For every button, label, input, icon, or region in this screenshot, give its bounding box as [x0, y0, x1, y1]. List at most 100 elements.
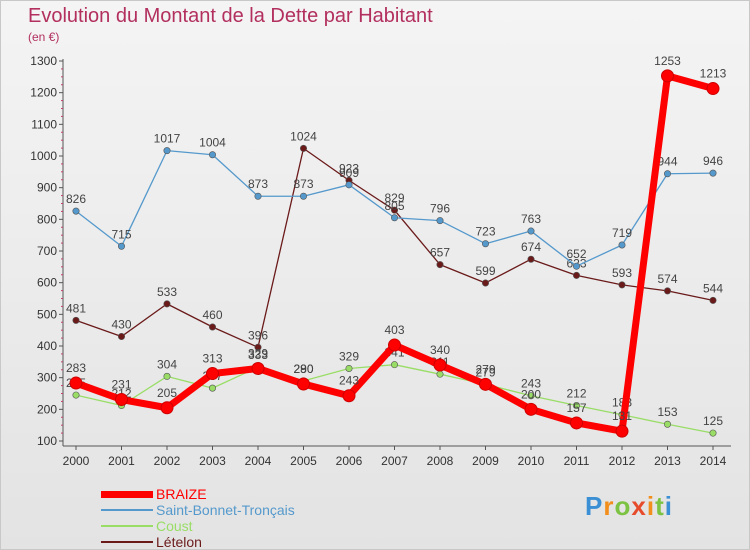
data-label-saint-bonnet-troncais: 873	[293, 177, 313, 191]
data-point-coust	[209, 384, 217, 392]
legend-label: BRAIZE	[156, 486, 207, 502]
data-label-braize: 205	[157, 386, 177, 400]
data-point-letelon	[709, 296, 717, 304]
logo-letter: x	[631, 491, 647, 521]
data-label-braize: 1253	[654, 54, 681, 68]
data-point-saint-bonnet-troncais	[345, 181, 353, 189]
data-point-coust	[72, 391, 80, 399]
data-point-coust	[663, 420, 671, 428]
data-point-saint-bonnet-troncais	[390, 214, 398, 222]
logo-letter: o	[614, 491, 632, 521]
data-point-braize	[479, 377, 492, 391]
data-point-coust	[436, 370, 444, 378]
y-tick-label: 900	[37, 181, 57, 195]
data-label-letelon: 657	[430, 246, 450, 260]
y-tick-label: 800	[37, 212, 57, 226]
data-label-coust: 279	[475, 365, 495, 379]
data-point-braize	[388, 338, 401, 352]
data-label-braize: 157	[566, 401, 586, 415]
logo-letter: i	[664, 491, 673, 521]
data-point-braize	[297, 377, 310, 391]
chart-title: Evolution du Montant de la Dette par Hab…	[28, 5, 433, 27]
data-label-braize: 200	[521, 387, 541, 401]
data-point-braize	[251, 361, 265, 375]
data-label-saint-bonnet-troncais: 719	[612, 226, 632, 240]
data-point-saint-bonnet-troncais	[209, 151, 217, 159]
data-label-letelon: 430	[111, 318, 131, 332]
data-label-saint-bonnet-troncais: 763	[521, 212, 541, 226]
data-label-letelon: 599	[475, 264, 495, 278]
data-point-letelon	[254, 343, 262, 351]
data-label-saint-bonnet-troncais: 946	[703, 154, 723, 168]
data-point-letelon	[118, 332, 126, 340]
data-point-letelon	[72, 316, 80, 324]
data-label-saint-bonnet-troncais: 1017	[154, 132, 181, 146]
data-point-letelon	[209, 323, 217, 331]
data-point-braize	[115, 393, 128, 407]
data-point-saint-bonnet-troncais	[663, 170, 671, 178]
legend-swatch	[101, 490, 153, 498]
x-tick-label: 2005	[290, 454, 317, 468]
data-label-letelon: 1024	[290, 129, 317, 143]
y-tick-label: 1100	[31, 117, 57, 131]
data-point-coust	[572, 402, 580, 410]
data-point-saint-bonnet-troncais	[72, 207, 80, 215]
x-tick-label: 2009	[472, 454, 499, 468]
x-tick-label: 2010	[518, 454, 545, 468]
data-point-braize	[615, 424, 629, 438]
legend-swatch	[101, 541, 153, 543]
legend-label: Lételon	[156, 534, 202, 550]
data-label-letelon: 396	[248, 328, 268, 342]
data-point-saint-bonnet-troncais	[254, 192, 262, 200]
logo-letter: t	[655, 491, 665, 521]
legend-label: Saint-Bonnet-Tronçais	[156, 502, 295, 518]
data-point-saint-bonnet-troncais	[709, 169, 717, 177]
data-label-coust: 290	[293, 362, 313, 376]
data-point-letelon	[572, 271, 580, 279]
data-label-saint-bonnet-troncais: 944	[657, 155, 677, 169]
data-label-coust: 243	[521, 377, 541, 391]
data-point-braize	[570, 416, 583, 430]
legend-swatch	[101, 509, 153, 511]
data-point-letelon	[299, 144, 307, 152]
data-point-coust	[527, 392, 535, 400]
x-tick-label: 2006	[336, 454, 363, 468]
data-point-letelon	[436, 261, 444, 269]
x-tick-label: 2012	[609, 454, 636, 468]
data-label-letelon: 481	[66, 301, 86, 315]
data-label-saint-bonnet-troncais: 652	[566, 247, 586, 261]
data-point-braize	[524, 402, 538, 416]
logo-letter: P	[585, 491, 604, 521]
proxiti-logo: Proxiti	[585, 491, 673, 522]
data-label-saint-bonnet-troncais: 873	[248, 177, 268, 191]
data-point-braize	[433, 358, 447, 372]
data-point-braize	[342, 389, 356, 403]
data-label-braize: 283	[66, 361, 86, 375]
data-label-braize: 231	[111, 378, 131, 392]
logo-letter: i	[646, 491, 656, 521]
data-label-coust: 125	[703, 414, 723, 428]
data-label-coust: 304	[157, 357, 177, 371]
data-label-letelon: 923	[339, 161, 359, 175]
data-label-letelon: 593	[612, 266, 632, 280]
data-point-braize	[661, 69, 674, 83]
data-point-letelon	[481, 279, 489, 287]
x-tick-label: 2001	[108, 454, 135, 468]
data-point-saint-bonnet-troncais	[163, 147, 171, 155]
data-label-braize: 1213	[700, 67, 727, 81]
y-tick-label: 100	[37, 434, 57, 448]
data-label-braize: 403	[384, 323, 404, 337]
x-tick-label: 2011	[564, 454, 590, 468]
y-tick-label: 600	[37, 276, 57, 290]
x-tick-label: 2014	[700, 454, 727, 468]
data-point-saint-bonnet-troncais	[481, 240, 489, 248]
data-label-braize: 280	[293, 362, 313, 376]
data-point-braize	[160, 401, 174, 415]
legend-label: Coust	[156, 518, 193, 534]
data-label-saint-bonnet-troncais: 796	[430, 202, 450, 216]
data-point-coust	[345, 364, 353, 372]
data-label-coust: 212	[566, 387, 586, 401]
data-label-saint-bonnet-troncais: 805	[384, 199, 404, 213]
legend-swatch	[101, 525, 153, 527]
y-tick-label: 300	[37, 371, 57, 385]
